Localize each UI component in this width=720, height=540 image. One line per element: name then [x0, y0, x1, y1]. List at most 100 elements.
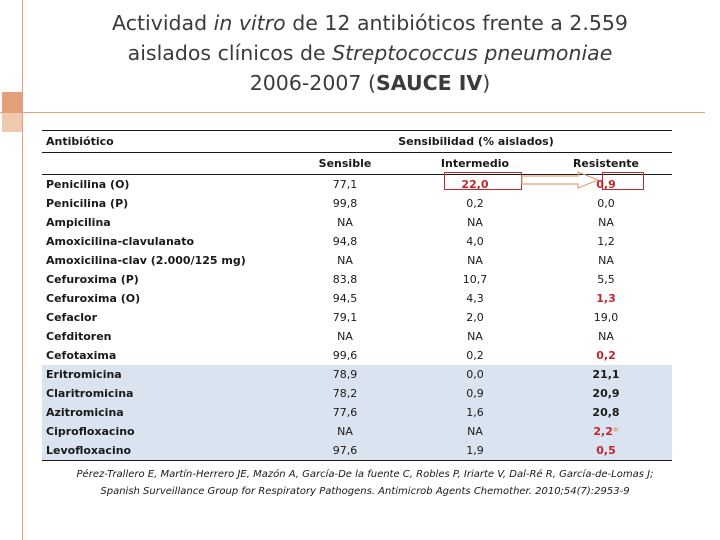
title-line-2: aislados clínicos de Streptococcus pneum…	[30, 38, 710, 68]
table-row: Azitromicina 77,6 1,6 20,8	[42, 403, 672, 422]
sensible-value: 78,2	[280, 384, 410, 403]
antibiotic-name: Penicilina (P)	[42, 194, 280, 213]
sensible-value: 97,6	[280, 441, 410, 461]
resistente-value: 5,5	[540, 270, 672, 289]
resistente-value: 1,3	[540, 289, 672, 308]
sensible-value: 78,9	[280, 365, 410, 384]
intermedio-value: 4,3	[410, 289, 540, 308]
title-text: de 12 antibióticos frente a 2.559	[285, 11, 628, 35]
table-row: Cefuroxima (P) 83,8 10,7 5,5	[42, 270, 672, 289]
resistente-number: 1,2	[597, 235, 615, 248]
resistente-number: 1,3	[596, 292, 616, 305]
table-row: Cefditoren NA NA NA	[42, 327, 672, 346]
intermedio-value: 0,2	[410, 346, 540, 365]
table-row: Cefotaxima 99,6 0,2 0,2	[42, 346, 672, 365]
title-line-1: Actividad in vitro de 12 antibióticos fr…	[30, 8, 710, 38]
antibiotic-name: Amoxicilina-clavulanato	[42, 232, 280, 251]
intermedio-value: 1,9	[410, 441, 540, 461]
antibiotic-table: Antibiótico Sensibilidad (% aislados) Se…	[42, 130, 672, 461]
resistant-highlight-box	[602, 172, 644, 190]
sensible-value: NA	[280, 213, 410, 232]
resistente-value: 0,0	[540, 194, 672, 213]
antibiotic-name: Amoxicilina-clav (2.000/125 mg)	[42, 251, 280, 270]
table-subheader-row: Sensible Intermedio Resistente	[42, 152, 672, 175]
antibiotic-name: Cefuroxima (P)	[42, 270, 280, 289]
sensible-value: 99,8	[280, 194, 410, 213]
title-text: Actividad	[112, 11, 214, 35]
header-antibiotic: Antibiótico	[42, 130, 280, 153]
decorative-rule	[22, 0, 23, 540]
antibiotic-name: Cefaclor	[42, 308, 280, 327]
resistente-number: 0,5	[596, 444, 616, 457]
resistente-number: 19,0	[593, 311, 619, 324]
resistente-value: NA	[540, 213, 672, 232]
title-italic-text: in vitro	[213, 11, 286, 35]
sensible-value: 94,5	[280, 289, 410, 308]
table-row: Penicilina (P) 99,8 0,2 0,0	[42, 194, 672, 213]
slide-title: Actividad in vitro de 12 antibióticos fr…	[30, 8, 710, 98]
table-row: Eritromicina 78,9 0,0 21,1	[42, 365, 672, 384]
resistente-number: 20,9	[592, 387, 620, 400]
resistente-value: 20,9	[540, 384, 672, 403]
sensible-value: NA	[280, 251, 410, 270]
resistente-number: 5,5	[597, 273, 615, 286]
table-header-row: Antibiótico Sensibilidad (% aislados)	[42, 130, 672, 153]
sensible-value: 99,6	[280, 346, 410, 365]
decorative-square	[2, 92, 22, 112]
antibiotic-name: Ciprofloxacino	[42, 422, 280, 441]
antibiotic-name: Levofloxacino	[42, 441, 280, 461]
arrow-right-icon	[521, 171, 600, 189]
antibiotic-name: Azitromicina	[42, 403, 280, 422]
intermedio-value: 2,0	[410, 308, 540, 327]
resistente-number: NA	[598, 330, 614, 343]
citation-line-1: Pérez-Trallero E, Martín-Herrero JE, Maz…	[76, 469, 654, 480]
table-body: Penicilina (O) 77,1 22,0 0,9 Penicilina (P) 9…	[42, 174, 672, 461]
table-row: Cefaclor 79,1 2,0 19,0	[42, 308, 672, 327]
intermedio-value: NA	[410, 251, 540, 270]
sensible-value: 94,8	[280, 232, 410, 251]
title-text: 2006-2007 (	[249, 71, 376, 95]
decorative-rule	[0, 112, 705, 113]
citation: Pérez-Trallero E, Martín-Herrero JE, Maz…	[20, 466, 710, 500]
intermedio-value: 1,6	[410, 403, 540, 422]
intermedio-value: 0,9	[410, 384, 540, 403]
antibiotic-name: Cefuroxima (O)	[42, 289, 280, 308]
title-bold-text: SAUCE IV	[375, 71, 483, 95]
title-text: )	[482, 71, 491, 95]
resistente-value: 0,5	[540, 441, 672, 461]
header-sensible: Sensible	[280, 152, 410, 175]
intermedio-value: NA	[410, 213, 540, 232]
table-row: Ampicilina NA NA NA	[42, 213, 672, 232]
sensible-value: 83,8	[280, 270, 410, 289]
resistente-number: 0,0	[597, 197, 615, 210]
table-row: Amoxicilina-clav (2.000/125 mg) NA NA NA	[42, 251, 672, 270]
resistente-number: 0,9	[596, 178, 616, 191]
resistente-number: 21,1	[592, 368, 620, 381]
footnote-mark: *	[612, 425, 619, 438]
table-row: Levofloxacino 97,6 1,9 0,5	[42, 441, 672, 461]
resistente-number: NA	[598, 254, 614, 267]
antibiotic-name: Cefotaxima	[42, 346, 280, 365]
sensible-value: 77,6	[280, 403, 410, 422]
header-resistente: Resistente	[540, 152, 672, 175]
resistente-value: 1,2	[540, 232, 672, 251]
intermedio-value: 0,2	[410, 194, 540, 213]
intermedio-value: NA	[410, 327, 540, 346]
resistente-value: NA	[540, 251, 672, 270]
header-sensitivity-group: Sensibilidad (% aislados)	[280, 130, 672, 153]
intermediate-highlight-box	[444, 172, 522, 190]
sensible-value: 77,1	[280, 174, 410, 194]
antibiotic-name: Ampicilina	[42, 213, 280, 232]
resistente-number: 20,8	[592, 406, 620, 419]
intermedio-value: 10,7	[410, 270, 540, 289]
resistente-value: 0,2	[540, 346, 672, 365]
intermedio-value: 0,0	[410, 365, 540, 384]
resistente-value: NA	[540, 327, 672, 346]
sensible-value: NA	[280, 327, 410, 346]
antibiotic-name: Cefditoren	[42, 327, 280, 346]
title-line-3: 2006-2007 (SAUCE IV)	[30, 68, 710, 98]
sensible-value: NA	[280, 422, 410, 441]
resistente-number: NA	[598, 216, 614, 229]
header-empty-cell	[42, 152, 280, 175]
resistente-number: 2,2	[593, 425, 613, 438]
